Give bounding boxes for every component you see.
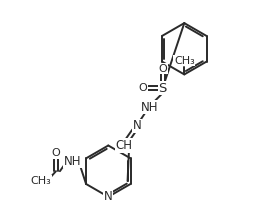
Text: N: N [104,190,113,203]
Text: CH₃: CH₃ [31,176,52,186]
Text: S: S [158,82,167,95]
Text: CH₃: CH₃ [174,56,195,66]
Text: CH: CH [116,139,133,152]
Text: O: O [52,148,60,158]
Text: N: N [133,119,141,132]
Text: O: O [158,64,167,73]
Text: NH: NH [64,155,81,168]
Text: O: O [139,83,147,93]
Text: NH: NH [141,101,158,113]
